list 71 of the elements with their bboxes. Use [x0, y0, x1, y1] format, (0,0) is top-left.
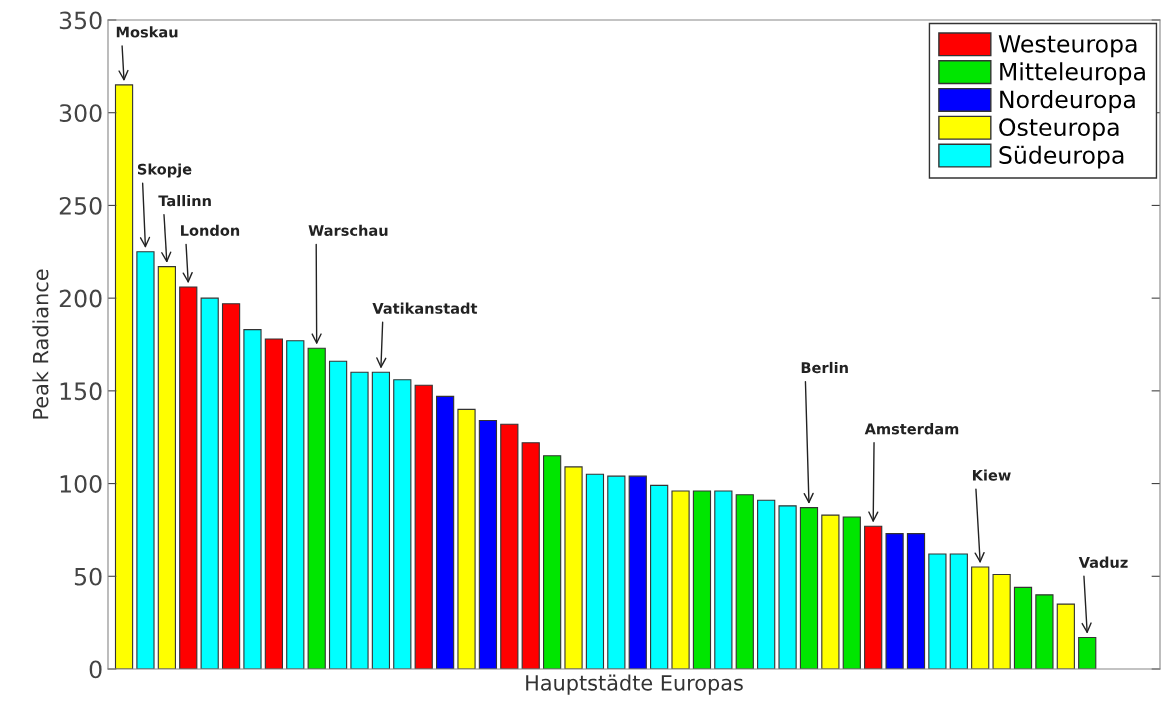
annotation: Tallinn [158, 195, 211, 207]
bar [350, 371, 369, 669]
bar [179, 286, 198, 669]
bar [714, 490, 733, 669]
annotation: Warschau [308, 224, 388, 236]
annotation: Vatikanstadt [372, 302, 478, 314]
bar [885, 533, 904, 669]
bar [757, 499, 776, 669]
bar [264, 338, 283, 669]
bar [457, 408, 476, 669]
bar [114, 84, 134, 669]
legend-label: Osteuropa [999, 118, 1119, 141]
bar [307, 347, 326, 669]
bar [692, 490, 712, 669]
y-tick-label: 250 [59, 196, 102, 215]
annotation: Moskau [116, 26, 178, 38]
bar [371, 371, 391, 669]
bar [842, 516, 861, 669]
bar [1056, 603, 1075, 669]
bar [949, 553, 968, 669]
bar [286, 340, 305, 669]
legend-label: Westeuropa [998, 35, 1137, 58]
bar [650, 484, 669, 669]
bar [221, 303, 241, 669]
y-tick-label: 200 [59, 289, 102, 308]
annotation: Kiew [972, 469, 1011, 481]
annotation: Vaduz [1078, 556, 1128, 568]
bar [157, 266, 176, 669]
bar [585, 473, 605, 669]
bar [778, 505, 797, 669]
bar [435, 395, 455, 669]
bar [992, 573, 1011, 669]
bar [328, 360, 348, 669]
bar [607, 475, 626, 669]
y-tick-label: 100 [60, 475, 102, 493]
bar [478, 419, 498, 669]
bar [393, 379, 412, 669]
bar [799, 507, 819, 669]
legend-label: Nordeuropa [1000, 90, 1135, 113]
y-tick-label: 350 [59, 11, 102, 30]
bar [1035, 594, 1054, 669]
y-tick-label: 300 [59, 104, 102, 123]
y-tick-label: 50 [74, 567, 102, 586]
bar [414, 384, 433, 669]
bar [671, 490, 690, 669]
bar [564, 466, 583, 669]
bar [200, 297, 219, 669]
bar [500, 423, 519, 669]
legend-label: Mitteleuropa [1000, 62, 1145, 86]
bar [906, 533, 926, 669]
bar [521, 442, 540, 669]
bar [543, 455, 562, 669]
y-axis-title: Peak Radiance [32, 269, 49, 419]
bar [1013, 586, 1033, 669]
y-tick-label: 0 [89, 660, 102, 679]
x-axis-title: Hauptstädte Europas [526, 674, 743, 695]
bar [1078, 636, 1097, 669]
bar [864, 525, 883, 669]
bar [735, 494, 754, 669]
bar [243, 329, 262, 669]
bar [971, 566, 990, 669]
annotation: Skopje [137, 163, 192, 178]
y-tick-label: 150 [60, 382, 102, 401]
legend-label: Südeuropa [999, 145, 1124, 169]
annotation: Berlin [801, 361, 848, 374]
bar [928, 553, 947, 669]
bar [136, 251, 155, 669]
bar [821, 514, 840, 669]
annotation: Amsterdam [864, 423, 959, 435]
bar [628, 475, 647, 669]
annotation: London [181, 224, 240, 236]
